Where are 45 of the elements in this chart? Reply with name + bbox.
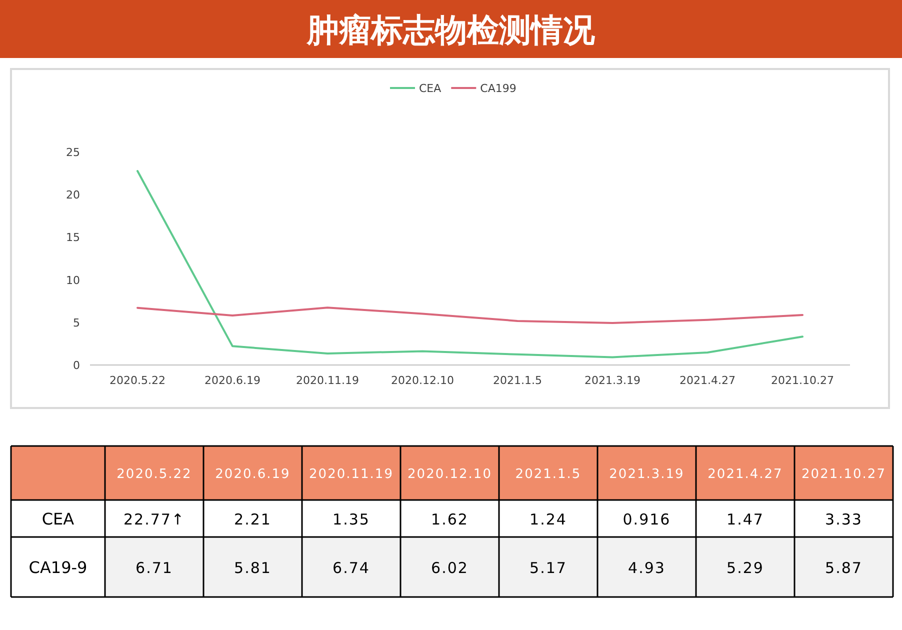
- data-label: 2.21: [234, 510, 272, 528]
- data-label: 0.916: [622, 510, 671, 528]
- data-label: 4.93: [628, 559, 666, 577]
- data-label: 1.24: [530, 510, 567, 528]
- category-label: 2020.6.19: [215, 467, 290, 482]
- data-label: 5.87: [825, 559, 862, 577]
- data-label: 5.81: [234, 559, 272, 577]
- data-label: 6.71: [136, 559, 173, 577]
- x-tick-label: 2021.4.27: [680, 374, 736, 387]
- y-tick-label: 10: [66, 274, 80, 287]
- category-label: 2020.11.19: [309, 467, 394, 482]
- y-tick-label: 15: [66, 231, 80, 244]
- x-tick-label: 2021.3.19: [584, 374, 640, 387]
- data-label: 6.02: [431, 559, 468, 577]
- category-label: 2020.5.22: [116, 467, 192, 482]
- data-label: 22.77↑: [123, 510, 186, 528]
- text: CA19-9: [28, 558, 88, 577]
- x-tick-label: 2020.5.22: [110, 374, 166, 387]
- legend-label: CA199: [480, 82, 516, 95]
- data-label: 1.35: [332, 510, 370, 528]
- line-series: [136, 306, 804, 324]
- y-tick-label: 25: [66, 146, 80, 159]
- data-label: 5.17: [530, 559, 567, 577]
- category-label: 2020.12.10: [408, 467, 492, 482]
- x-tick-label: 2020.6.19: [204, 374, 260, 387]
- x-tick-label: 2020.12.10: [391, 374, 454, 387]
- data-label: 5.29: [726, 559, 764, 577]
- category-label: 2021.1.5: [515, 467, 582, 482]
- data-label: 6.74: [332, 559, 370, 577]
- y-tick-label: 20: [66, 188, 80, 202]
- chart-title: 肿瘤标志物检测情况: [306, 12, 596, 48]
- line-series: [136, 170, 804, 358]
- category-label: 2021.3.19: [609, 467, 684, 482]
- data-label: 1.47: [726, 510, 764, 528]
- x-tick-label: 2020.11.19: [296, 374, 359, 387]
- category-label: 2021.4.27: [708, 467, 783, 482]
- y-tick-label: 5: [73, 316, 80, 330]
- data-label: 3.33: [825, 510, 862, 528]
- y-tick-label: 0: [73, 359, 80, 372]
- x-tick-label: 2021.1.5: [493, 374, 542, 387]
- data-label: 1.62: [431, 510, 468, 528]
- category-label: 2021.10.27: [802, 467, 886, 482]
- x-tick-label: 2021.10.27: [771, 374, 834, 387]
- text: CEA: [42, 510, 74, 528]
- legend-label: CEA: [419, 82, 442, 95]
